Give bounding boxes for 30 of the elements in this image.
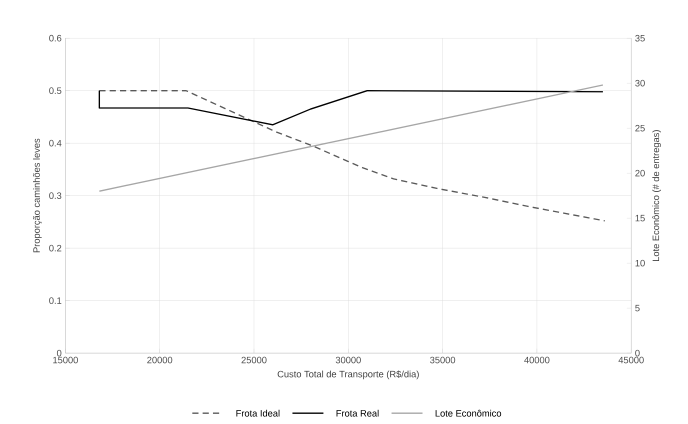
y2-axis-title: Lote Econômico (# de entregas) xyxy=(652,130,661,262)
line-series xyxy=(98,90,604,126)
y2-tick-label: 5 xyxy=(635,305,640,312)
x-axis-title: Custo Total de Transporte (R$/dia) xyxy=(278,370,419,380)
y-tick-label: 0.6 xyxy=(49,35,62,42)
y-tick-label: 0.2 xyxy=(49,245,62,252)
x-tick-label: 35000 xyxy=(430,357,456,364)
legend-label: Frota Ideal xyxy=(236,410,280,417)
x-tick-label: 20000 xyxy=(147,357,172,364)
legend-label: Lote Econômico xyxy=(436,410,502,417)
x-tick-label: 30000 xyxy=(336,357,361,364)
y-tick-label: 0.5 xyxy=(49,88,62,94)
y-tick-label: 0.1 xyxy=(49,298,62,304)
x-tick-label: 40000 xyxy=(524,357,550,364)
x-tick-label: 45000 xyxy=(618,357,644,364)
x-tick-label: 15000 xyxy=(53,357,78,364)
y2-tick-label: 30 xyxy=(635,80,645,87)
legend-label: Frota Real xyxy=(336,410,379,417)
y2-tick-label: 10 xyxy=(636,260,645,267)
y2-tick-label: 15 xyxy=(636,215,645,222)
y2-tick-label: 25 xyxy=(635,125,645,132)
y-axis-title: Proporção caminhões leves xyxy=(33,138,42,252)
y-tick-label: 0.3 xyxy=(49,192,62,200)
y2-tick-label: 35 xyxy=(635,35,645,42)
y-tick-label: 0 xyxy=(56,350,62,357)
y2-tick-label: 20 xyxy=(635,170,645,177)
y2-tick-label: 0 xyxy=(635,350,640,357)
y-tick-label: 0.4 xyxy=(49,140,62,147)
line-series xyxy=(98,90,606,222)
x-tick-label: 25000 xyxy=(242,357,267,364)
